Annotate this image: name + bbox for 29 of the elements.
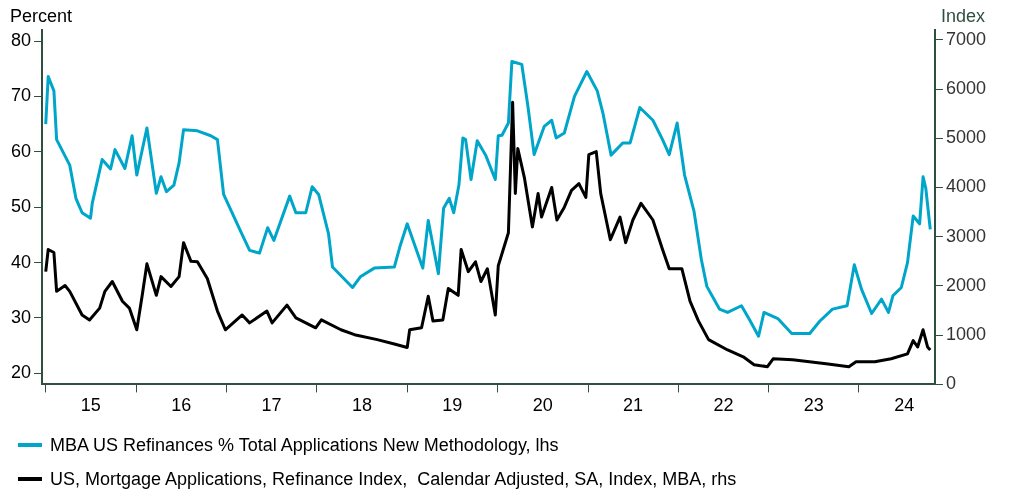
y-axis-title: Percent: [10, 6, 73, 26]
x-tick-label: 22: [713, 395, 734, 416]
x-tick-label: 18: [351, 395, 372, 416]
x-tick-label: 19: [442, 395, 463, 416]
y2-tick-label: 6000: [945, 78, 986, 99]
y-tick-label: 30: [10, 306, 32, 327]
legend-label: US, Mortgage Applications, Refinance Index, Calendar Adjusted, SA, Index, MBA, rhs: [50, 468, 737, 490]
y2-axis-title: Index: [940, 6, 985, 26]
x-tick-label: 21: [623, 395, 644, 416]
y-tick-label: 50: [10, 196, 32, 217]
y2-tick-label: 5000: [945, 127, 986, 148]
y2-tick-label: 2000: [945, 274, 986, 295]
y2-tick-label: 0: [945, 373, 956, 394]
y-tick-label: 80: [10, 30, 32, 51]
x-tick-label: 24: [894, 395, 915, 416]
x-tick-label: 23: [803, 395, 824, 416]
y-tick-label: 60: [10, 140, 32, 161]
y2-tick-label: 7000: [945, 28, 986, 49]
legend-label: MBA US Refinances % Total Applications New Methodology, lhs: [50, 434, 559, 456]
x-tick-label: 20: [532, 395, 553, 416]
y2-tick-label: 1000: [945, 324, 986, 345]
x-tick-label: 15: [80, 395, 101, 416]
y2-tick-label: 3000: [945, 225, 986, 246]
x-tick-label: 16: [171, 395, 192, 416]
y-tick-label: 70: [10, 85, 32, 106]
y-tick-label: 20: [10, 362, 32, 383]
y-tick-label: 40: [10, 251, 32, 272]
y2-tick-label: 4000: [945, 176, 986, 197]
x-tick-label: 17: [261, 395, 282, 416]
